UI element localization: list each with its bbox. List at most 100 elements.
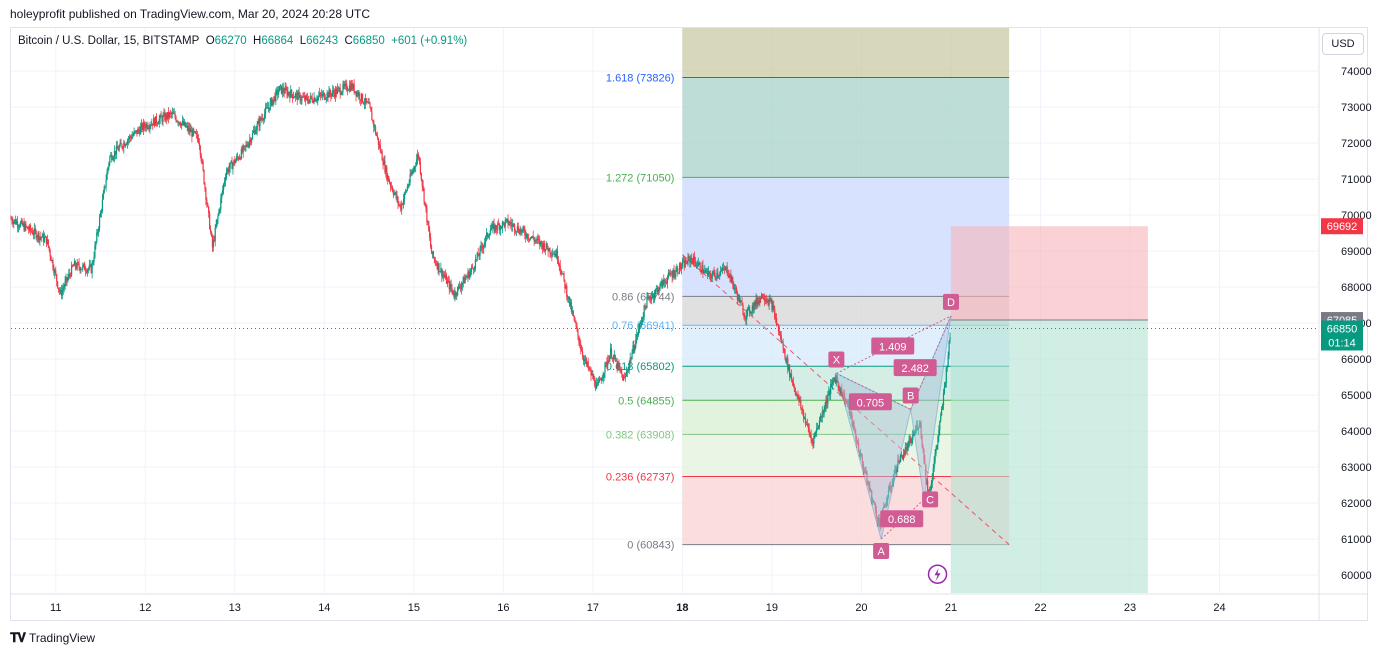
candle-body <box>280 85 283 94</box>
candle-body <box>393 193 395 195</box>
candle-body <box>250 138 253 143</box>
price-tick-label: 61000 <box>1341 534 1372 546</box>
candle-body <box>419 161 421 174</box>
candle-body <box>109 156 111 163</box>
candle-body <box>703 272 705 274</box>
candle-body <box>420 173 422 180</box>
candle-body <box>187 125 189 131</box>
candle-body <box>474 259 476 269</box>
candle-body <box>722 267 725 269</box>
time-tick-label: 14 <box>318 602 330 614</box>
candle-body <box>480 245 482 248</box>
candle-body <box>530 237 532 239</box>
candle-body <box>588 368 590 369</box>
candle-body <box>622 374 624 381</box>
candle-body <box>469 272 471 278</box>
candle-body <box>933 461 935 469</box>
candle-body <box>648 296 650 299</box>
candle-body <box>281 87 283 94</box>
candle-body <box>518 231 520 235</box>
candle-body <box>595 385 597 389</box>
candle-body <box>734 288 736 290</box>
candle-body <box>211 236 214 248</box>
candle-body <box>237 157 240 160</box>
candle-body <box>746 311 748 320</box>
candle-body <box>566 285 568 298</box>
candle-body <box>663 279 665 283</box>
candle-body <box>718 275 720 277</box>
candle-body <box>170 113 172 115</box>
candle-body <box>628 363 630 370</box>
candle-body <box>760 297 762 300</box>
candle-body <box>421 179 423 186</box>
candle-body <box>98 228 100 233</box>
candle-body <box>632 345 634 353</box>
candle-body <box>779 333 781 336</box>
candle-body <box>797 395 799 397</box>
candle-body <box>488 234 490 236</box>
candle-body <box>492 223 494 225</box>
candle-body <box>242 146 244 153</box>
candle-body <box>404 191 407 193</box>
pattern-ratio-badge <box>893 359 937 377</box>
candle-body <box>52 260 54 269</box>
candle-body <box>938 430 940 437</box>
candle-body <box>131 136 133 139</box>
candle-body <box>375 133 378 136</box>
tradingview-logo-icon: 𝐓𝐕 <box>10 630 26 645</box>
fib-level-label: 0.618 (65802) <box>606 361 675 373</box>
candle-body <box>405 190 407 192</box>
candle-body <box>645 306 647 308</box>
candle-body <box>353 84 355 93</box>
candle-body <box>501 221 504 229</box>
candle-body <box>367 101 369 104</box>
candle-body <box>183 122 186 126</box>
candle-body <box>230 161 232 163</box>
candle-body <box>31 231 34 235</box>
chart-frame[interactable] <box>10 27 1368 621</box>
current-price-label: 66850 <box>1327 323 1358 335</box>
tradingview-brand[interactable]: 𝐓𝐕 TradingView <box>10 630 95 646</box>
candle-body <box>900 454 903 456</box>
pattern-ratio-badge <box>848 393 892 411</box>
candle-body <box>17 226 20 228</box>
candle-body <box>735 288 738 294</box>
candle-body <box>729 274 731 278</box>
candle-body <box>43 237 46 242</box>
candle-body <box>107 167 109 172</box>
candle-body <box>202 161 204 171</box>
candle-body <box>801 407 803 410</box>
candle-body <box>347 90 350 92</box>
candle-body <box>415 165 417 167</box>
candle-body <box>733 283 735 289</box>
candle-body <box>301 96 303 101</box>
candle-body <box>238 157 241 160</box>
candle-body <box>55 270 57 275</box>
price-tick-label: 73000 <box>1341 102 1372 114</box>
candle-body <box>633 345 635 351</box>
candle-body <box>370 107 372 112</box>
pattern-point-label: X <box>833 354 841 366</box>
currency-button[interactable]: USD <box>1322 33 1364 55</box>
candle-body <box>655 288 657 290</box>
candle-body <box>590 369 592 376</box>
candle-body <box>809 433 811 436</box>
candle-body <box>325 98 327 100</box>
candle-body <box>162 115 164 122</box>
candle-body <box>725 266 727 268</box>
candle-body <box>546 243 548 249</box>
candle-body <box>101 199 103 211</box>
fib-level-label: 0.86 (67744) <box>612 291 674 303</box>
candle-body <box>935 449 937 454</box>
candle-body <box>257 120 259 124</box>
candle-body <box>359 93 361 100</box>
candle-body <box>73 261 76 266</box>
candle-body <box>747 308 749 312</box>
candle-body <box>565 285 567 289</box>
candle-body <box>839 388 841 393</box>
candle-body <box>620 368 622 373</box>
candle-body <box>125 144 127 147</box>
candle-body <box>578 335 580 343</box>
candle-body <box>213 239 215 241</box>
